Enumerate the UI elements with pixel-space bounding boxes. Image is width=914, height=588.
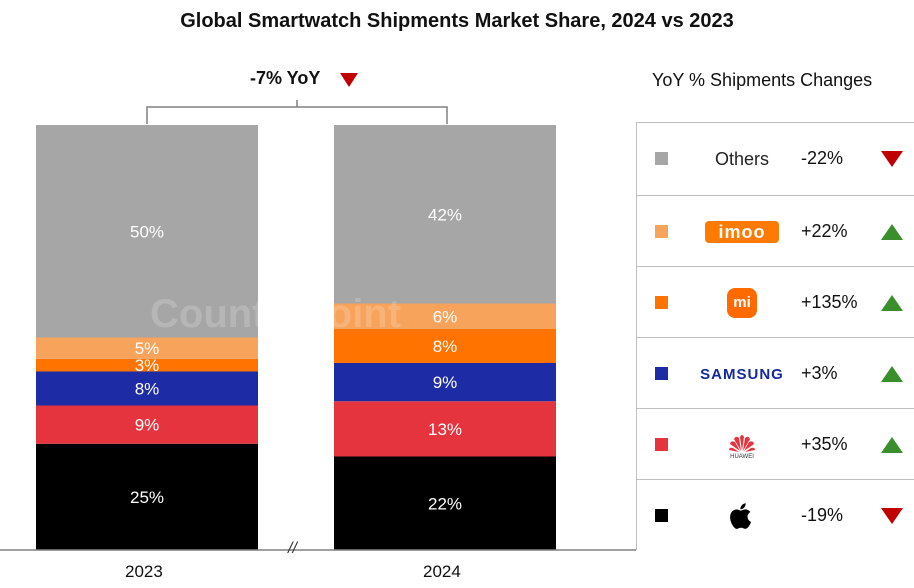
legend-row-apple: -19% <box>637 479 914 550</box>
bar-segment-xiaomi-2024 <box>334 329 556 363</box>
bar-segment-huawei-2024 <box>334 401 556 457</box>
swatch-apple <box>655 509 668 522</box>
change-value: +22% <box>801 221 848 241</box>
down-arrow-icon <box>881 151 903 167</box>
data-label: 6% <box>433 307 458 326</box>
legend-row-xiaomi: mi +135% <box>637 266 914 337</box>
bar-segment-huawei-2023 <box>36 405 258 444</box>
data-label: 50% <box>130 222 164 241</box>
up-arrow-icon <box>881 224 903 240</box>
legend-row-imoo: imoo +22% <box>637 195 914 266</box>
data-label: 9% <box>433 373 458 392</box>
bar-segment-others-2023 <box>36 125 258 338</box>
watermark: Counterpoint <box>150 292 402 336</box>
data-label: 3% <box>135 356 160 375</box>
data-label: 13% <box>428 420 462 439</box>
apple-logo-icon <box>697 498 787 534</box>
swatch-huawei <box>655 438 668 451</box>
yoy-bracket <box>146 100 448 124</box>
change-value: -22% <box>801 148 844 168</box>
legend-row-samsung: SAMSUNG +3% <box>637 337 914 408</box>
data-label: 25% <box>130 488 164 507</box>
bar-segment-apple-2024 <box>334 456 556 550</box>
bar-segment-imoo-2024 <box>334 303 556 329</box>
data-label: 22% <box>428 494 462 513</box>
data-label: 8% <box>433 337 458 356</box>
change-value: +3% <box>801 363 838 383</box>
up-arrow-icon <box>881 437 903 453</box>
swatch-imoo <box>655 225 668 238</box>
x-tick-label-2024: 2024 <box>423 562 461 581</box>
brand-others: Others <box>714 148 770 169</box>
stacked-bar-chart: 25% 9% 8% 3%5% 50% 22% 13% 9% 8% 6% 42% <box>0 100 636 551</box>
imoo-logo-icon: imoo <box>697 214 787 250</box>
huawei-logo-icon: HUAWEI <box>697 427 787 463</box>
swatch-xiaomi <box>655 296 668 309</box>
up-arrow-icon <box>881 366 903 382</box>
data-label: 9% <box>135 416 160 435</box>
swatch-others <box>655 152 668 165</box>
bar-segment-samsung-2023 <box>36 371 258 406</box>
data-label: 8% <box>135 380 160 399</box>
yoy-total-label: -7% YoY <box>250 68 321 88</box>
change-value: -19% <box>801 505 844 525</box>
swatch-samsung <box>655 367 668 380</box>
axis-break-mark: // <box>288 540 297 557</box>
legend-title: YoY % Shipments Changes <box>652 70 873 90</box>
data-label: 5% <box>135 339 160 358</box>
x-tick-label-2023: 2023 <box>125 562 163 581</box>
xiaomi-logo-icon: mi <box>697 285 787 321</box>
bar-segment-samsung-2024 <box>334 363 556 402</box>
up-arrow-icon <box>881 295 903 311</box>
bar-segment-imoo-2023 <box>36 337 258 359</box>
change-value: +35% <box>801 434 848 454</box>
down-arrow-icon <box>340 73 358 87</box>
data-label: 42% <box>428 205 462 224</box>
legend-table: Others -22% imoo +22% mi +135% SAMSUNG +… <box>636 122 914 550</box>
bar-segment-xiaomi-2023 <box>36 358 258 372</box>
legend-row-others: Others -22% <box>637 122 914 195</box>
change-value: +135% <box>801 292 858 312</box>
down-arrow-icon <box>881 508 903 524</box>
legend-row-huawei: HUAWEI +35% <box>637 408 914 479</box>
bar-segment-others-2024 <box>334 125 556 304</box>
bar-segment-apple-2023 <box>36 443 258 550</box>
chart-title: Global Smartwatch Shipments Market Share… <box>180 10 734 32</box>
samsung-logo-icon: SAMSUNG <box>700 365 784 383</box>
